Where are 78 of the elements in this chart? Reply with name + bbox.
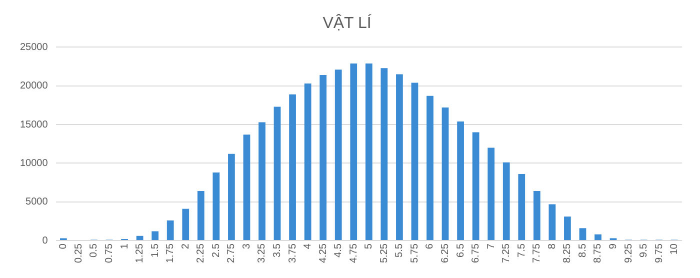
- bar: [320, 75, 327, 240]
- x-tick-label: 6.75: [470, 243, 482, 264]
- y-tick-label: 5000: [26, 196, 48, 208]
- bar: [334, 70, 342, 240]
- x-tick-label: 3: [241, 243, 252, 250]
- x-tick-label: 5.25: [378, 243, 390, 264]
- x-tick-label: 0.75: [104, 243, 116, 264]
- bar: [350, 63, 358, 240]
- x-tick-label: 7.75: [532, 243, 543, 264]
- bar: [411, 82, 418, 240]
- x-tick-label: 4.5: [333, 243, 344, 258]
- x-tick-label: 6.25: [440, 243, 452, 264]
- bar: [564, 216, 571, 240]
- x-tick-label: 9.75: [654, 243, 665, 264]
- x-tick-label: 4.25: [318, 243, 329, 264]
- x-tick-label: 4.75: [348, 243, 360, 264]
- x-tick-label: 8.75: [592, 243, 604, 264]
- bar: [197, 191, 204, 240]
- bar: [289, 94, 296, 240]
- x-tick-label: 1.5: [150, 243, 161, 258]
- bar: [488, 148, 495, 240]
- bar: [396, 74, 403, 240]
- x-tick-label: 2: [180, 243, 192, 250]
- y-tick-label: 15000: [20, 119, 48, 130]
- y-tick-label: 25000: [20, 42, 48, 53]
- chart-title: VẬT LÍ: [322, 14, 372, 32]
- bar: [182, 208, 190, 240]
- x-tick-label: 1.25: [134, 243, 146, 264]
- bar: [579, 228, 586, 240]
- x-tick-label: 5.75: [409, 243, 420, 264]
- x-tick-label: 8.25: [562, 243, 574, 264]
- x-tick-label: 7.5: [516, 243, 528, 258]
- bar: [365, 63, 372, 240]
- x-tick-label: 3.25: [256, 243, 268, 264]
- bar: [212, 172, 220, 240]
- bar: [166, 220, 174, 240]
- bar: [457, 121, 464, 240]
- x-tick-label: 3.75: [287, 243, 298, 264]
- x-tick-label: 7: [486, 243, 497, 250]
- x-tick-label: 0.25: [73, 243, 84, 264]
- bar: [136, 236, 144, 240]
- bar: [533, 191, 540, 240]
- x-tick-label: 9.5: [638, 243, 650, 258]
- bar: [426, 96, 434, 240]
- bar: [380, 68, 388, 240]
- bar: [274, 106, 281, 240]
- bar: [258, 122, 266, 240]
- x-tick-label: 1.75: [165, 243, 176, 264]
- x-tick-label: 3.5: [272, 243, 284, 258]
- x-tick-label: 9: [608, 243, 620, 250]
- x-tick-label: 8.5: [577, 243, 588, 258]
- x-tick-label: 7.25: [501, 243, 512, 264]
- x-tick-label: 9.25: [623, 243, 634, 264]
- x-tick-label: 2.25: [196, 243, 207, 264]
- x-tick-label: 1: [119, 243, 130, 250]
- bar: [502, 162, 510, 240]
- bar: [243, 134, 250, 240]
- bar: [548, 204, 556, 240]
- bar: [518, 174, 526, 240]
- x-tick-label: 4: [302, 243, 314, 250]
- bar: [228, 154, 235, 240]
- bar: [304, 84, 312, 240]
- bar: [594, 234, 602, 240]
- x-tick-label: 5.5: [394, 243, 406, 258]
- y-tick-label: 20000: [20, 80, 48, 92]
- x-tick-label: 6.5: [455, 243, 466, 258]
- x-tick-label: 8: [546, 243, 558, 250]
- x-tick-label: 6: [424, 243, 436, 250]
- x-tick-label: 10: [669, 243, 680, 255]
- x-tick-label: 5: [364, 243, 375, 250]
- x-tick-label: 2.5: [210, 243, 222, 258]
- y-tick-label: 10000: [20, 158, 48, 169]
- x-tick-label: 0.5: [88, 243, 100, 258]
- x-tick-label: 0: [58, 243, 70, 250]
- bar: [472, 132, 480, 240]
- bar: [442, 108, 449, 240]
- x-tick-label: 2.75: [226, 243, 238, 264]
- bar: [152, 231, 159, 240]
